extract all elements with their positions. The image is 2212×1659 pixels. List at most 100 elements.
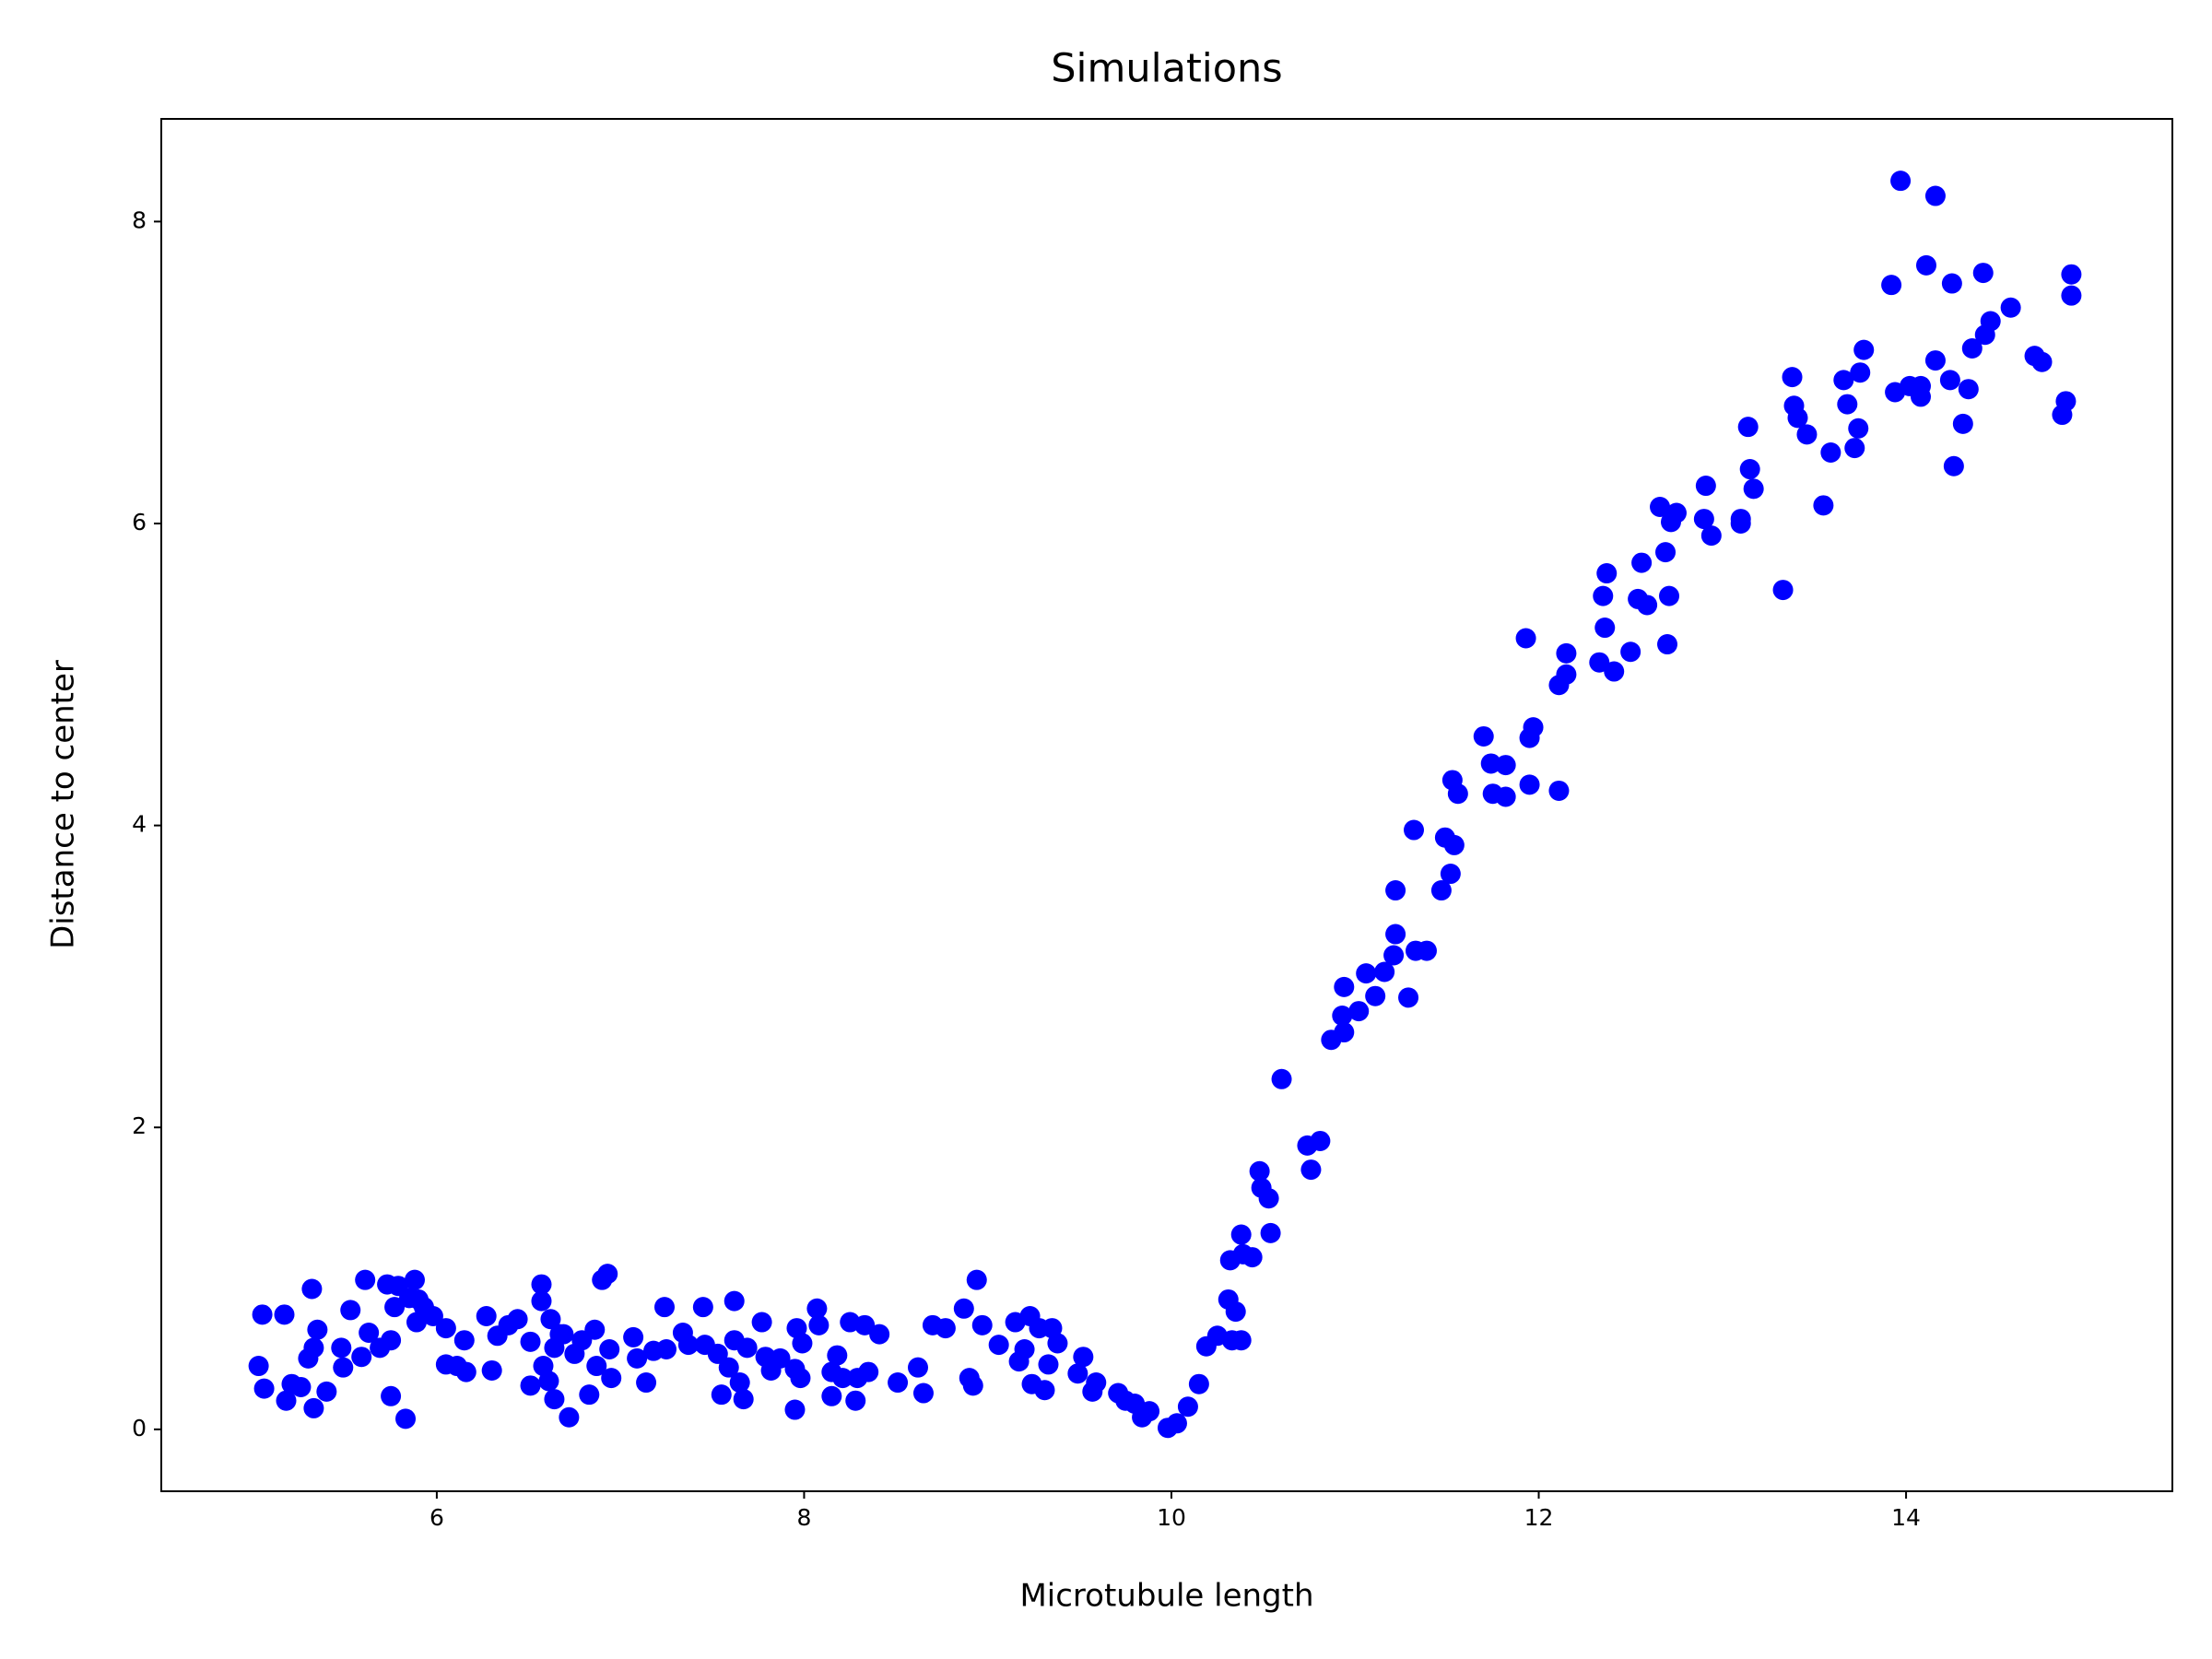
point — [1820, 442, 1841, 464]
point — [1473, 725, 1494, 747]
point — [888, 1372, 909, 1394]
point — [1067, 1363, 1088, 1384]
point — [1334, 976, 1355, 997]
point — [1657, 634, 1678, 655]
y-tick-label: 6 — [132, 509, 147, 535]
point — [507, 1309, 528, 1330]
point — [1850, 362, 1871, 383]
point — [1655, 542, 1677, 563]
plot-frame — [160, 118, 2173, 1492]
point — [274, 1304, 295, 1325]
point — [1034, 1380, 1055, 1401]
point — [1961, 337, 1983, 359]
point — [395, 1408, 417, 1430]
point — [1556, 642, 1577, 664]
point — [331, 1337, 352, 1359]
point — [2031, 351, 2053, 372]
point — [481, 1359, 502, 1381]
point — [736, 1337, 758, 1359]
point — [1188, 1373, 1209, 1394]
point — [1665, 502, 1687, 524]
point — [559, 1406, 580, 1428]
point — [1519, 774, 1540, 795]
point — [599, 1339, 620, 1360]
point — [1700, 525, 1722, 547]
point — [1796, 424, 1818, 445]
point — [832, 1368, 853, 1389]
point — [821, 1385, 842, 1406]
point — [422, 1305, 443, 1326]
point — [966, 1269, 987, 1290]
point — [1356, 963, 1377, 984]
point — [381, 1385, 402, 1406]
point — [1739, 459, 1760, 480]
point — [1310, 1130, 1331, 1151]
point — [1443, 834, 1465, 855]
point — [1833, 370, 1854, 391]
point — [303, 1397, 324, 1418]
point — [653, 1297, 675, 1318]
point — [538, 1371, 559, 1392]
point — [655, 1339, 677, 1360]
point — [1556, 664, 1577, 685]
point — [845, 1390, 866, 1411]
point — [770, 1347, 791, 1369]
point — [1924, 185, 1946, 206]
point — [1365, 985, 1386, 1006]
point — [455, 1361, 477, 1382]
point — [531, 1274, 552, 1295]
point — [1480, 753, 1501, 774]
point — [1260, 1222, 1281, 1243]
point — [1844, 438, 1865, 459]
point — [1594, 618, 1616, 639]
y-tick-label: 8 — [132, 206, 147, 233]
point — [520, 1375, 541, 1396]
point — [601, 1368, 622, 1389]
point — [1659, 585, 1680, 606]
point — [2061, 285, 2082, 306]
point — [1398, 987, 1419, 1008]
point — [792, 1333, 813, 1354]
point — [351, 1347, 372, 1368]
point — [2000, 297, 2021, 318]
point — [953, 1298, 974, 1319]
point — [1881, 275, 1902, 296]
point — [1787, 407, 1808, 429]
point — [1038, 1354, 1059, 1375]
point — [1890, 171, 1912, 192]
point — [1348, 1001, 1370, 1022]
x-tick-label: 8 — [796, 1504, 811, 1531]
point — [1631, 552, 1653, 573]
point — [724, 1290, 745, 1312]
x-tick-label: 6 — [429, 1504, 444, 1531]
y-tick-label: 4 — [132, 811, 147, 838]
point — [1086, 1372, 1107, 1394]
point — [1385, 924, 1406, 945]
point — [1139, 1401, 1160, 1422]
point — [869, 1324, 890, 1345]
point — [935, 1318, 956, 1339]
point — [707, 1343, 728, 1364]
point — [677, 1335, 699, 1356]
point — [623, 1326, 644, 1347]
point — [290, 1376, 312, 1397]
point — [476, 1305, 497, 1326]
point — [384, 1297, 406, 1318]
point — [584, 1319, 606, 1340]
point — [988, 1335, 1009, 1356]
point — [1848, 418, 1869, 439]
point — [1941, 273, 1962, 294]
point — [253, 1378, 275, 1399]
point — [1620, 641, 1641, 663]
x-tick-label: 10 — [1157, 1504, 1186, 1531]
point — [1972, 263, 1994, 284]
point — [520, 1331, 541, 1352]
point — [1772, 580, 1794, 601]
point — [404, 1269, 425, 1290]
point — [1177, 1396, 1198, 1418]
point — [1693, 509, 1714, 530]
x-axis-label: Microtubule length — [1019, 1578, 1313, 1615]
point — [1166, 1413, 1187, 1434]
